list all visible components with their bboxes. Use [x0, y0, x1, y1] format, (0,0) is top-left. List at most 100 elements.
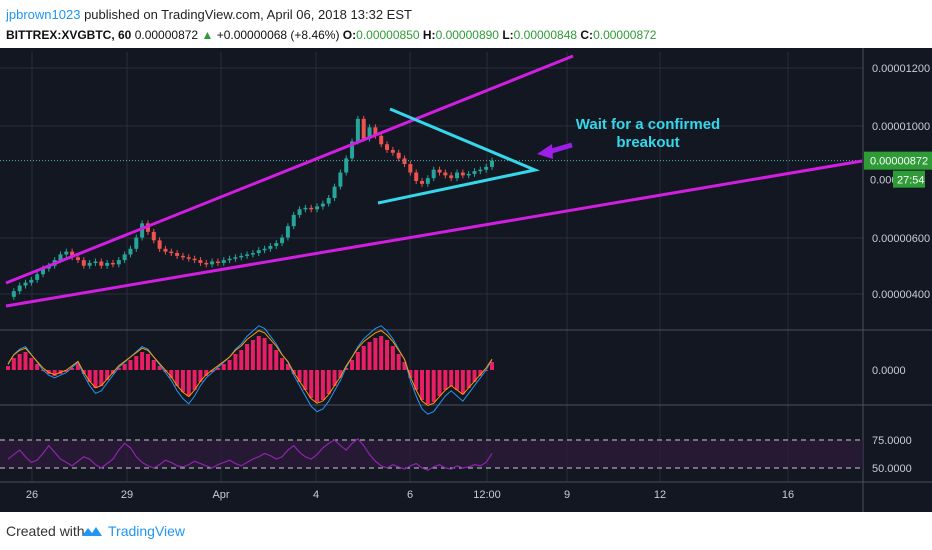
macd-bar	[355, 352, 360, 370]
time-tick-label: 26	[26, 489, 38, 501]
macd-bar	[478, 370, 483, 376]
macd-bar	[274, 350, 279, 370]
ohlc-line: BITTREX:XVGBTC, 60 0.00000872 ▲ +0.00000…	[6, 28, 656, 42]
macd-bar	[163, 370, 168, 372]
macd-bar	[373, 338, 378, 370]
change-value: +0.00000068 (+8.46%)	[216, 28, 340, 42]
drawings-layer[interactable]	[5, 54, 863, 308]
macd-bar	[134, 356, 139, 370]
macd-bar	[268, 344, 273, 370]
low-label: L:	[502, 28, 514, 42]
chart-area[interactable]: 0.00001200 0.00001000 0.00000600 0.00000400…	[0, 48, 932, 512]
macd-bar	[350, 360, 355, 370]
macd-bar	[472, 370, 477, 382]
open-label: O:	[342, 28, 357, 42]
macd-bar	[385, 340, 390, 370]
macd-bar	[420, 370, 425, 400]
lower-trendline	[5, 159, 863, 308]
macd-bar	[175, 370, 180, 386]
macd-bar	[250, 340, 255, 370]
macd-bar	[379, 336, 384, 370]
macd-bar	[338, 370, 343, 378]
candle-body	[420, 181, 425, 184]
macd-bar	[390, 346, 395, 370]
author-link[interactable]: jpbrown1023	[6, 7, 81, 22]
candle-body	[175, 253, 180, 256]
countdown-label: 27:54	[897, 175, 925, 187]
candle-body	[478, 169, 483, 172]
macd-bar	[93, 370, 98, 388]
macd-bar	[402, 362, 407, 370]
rsi-series	[0, 438, 863, 471]
footer-bar: Created with TradingView	[0, 512, 932, 550]
candle-body	[99, 261, 104, 266]
candle-body	[490, 160, 494, 167]
candle-body	[408, 164, 413, 173]
candle-body	[239, 255, 244, 258]
macd-bar	[11, 358, 16, 370]
current-price-tag	[864, 151, 932, 170]
macd-bar	[180, 370, 185, 392]
candle-body	[140, 223, 145, 238]
candle-body	[40, 268, 45, 275]
macd-bar	[320, 370, 325, 400]
macd-bar	[52, 370, 57, 376]
macd-bar	[233, 354, 238, 370]
macd-bar	[361, 346, 366, 370]
signal-line	[7, 330, 493, 406]
arrow-head-icon	[537, 144, 553, 159]
macd-bar	[192, 370, 197, 390]
candle-body	[134, 237, 139, 249]
candle-body	[233, 257, 238, 259]
macd-bar	[326, 370, 331, 394]
macd-bar	[23, 352, 28, 370]
candle-body	[338, 172, 343, 187]
macd-bar	[87, 370, 92, 382]
macd-bar	[221, 364, 226, 370]
macd-bar	[140, 352, 145, 370]
publish-header: jpbrown1023 published on TradingView.com…	[0, 0, 932, 48]
macd-bar	[449, 370, 454, 386]
macd-bar	[460, 370, 465, 394]
candle-body	[64, 251, 69, 255]
macd-bar	[490, 362, 494, 370]
candle-body	[11, 291, 16, 297]
price-tick-label: 0.00000400	[872, 289, 930, 301]
annotation-line1: Wait for a confirmed	[576, 116, 720, 133]
candle-body	[472, 171, 477, 174]
candle-body	[466, 173, 471, 176]
tradingview-link[interactable]: TradingView	[108, 523, 186, 539]
candle-body	[122, 254, 127, 261]
candle-body	[291, 214, 296, 227]
macd-bar	[204, 370, 209, 376]
candle-body	[315, 206, 320, 210]
macd-bar	[64, 370, 69, 372]
price-axis[interactable]: 0.00001200 0.00001000 0.00000600 0.00000400…	[26, 63, 932, 501]
candle-body	[431, 169, 436, 179]
time-tick-label: 4	[313, 489, 319, 501]
macd-bar	[239, 350, 244, 370]
candle-body	[180, 255, 185, 258]
candle-body	[110, 262, 115, 265]
candle-body	[484, 166, 489, 170]
candle-body	[29, 279, 34, 283]
created-with-label: Created with	[6, 523, 85, 539]
time-tick-label: 6	[407, 489, 413, 501]
price-tick-label: 0.00001200	[872, 63, 930, 75]
candle-body	[17, 285, 22, 292]
macd-bar	[215, 368, 220, 370]
macd-bar	[437, 370, 442, 396]
macd-bar	[157, 366, 162, 370]
chart-svg[interactable]: 0.00001200 0.00001000 0.00000600 0.00000400…	[0, 48, 932, 512]
close-value: 0.00000872	[593, 28, 657, 42]
candle-body	[303, 207, 308, 210]
candle-body	[262, 248, 267, 251]
annotation-line2: breakout	[616, 134, 679, 151]
candle-body	[309, 207, 314, 210]
macd-line	[7, 325, 493, 415]
candle-body	[274, 243, 279, 246]
low-value: 0.00000848	[513, 28, 578, 42]
candle-body	[210, 261, 215, 265]
candle-body	[70, 251, 75, 258]
candle-body	[385, 144, 390, 150]
